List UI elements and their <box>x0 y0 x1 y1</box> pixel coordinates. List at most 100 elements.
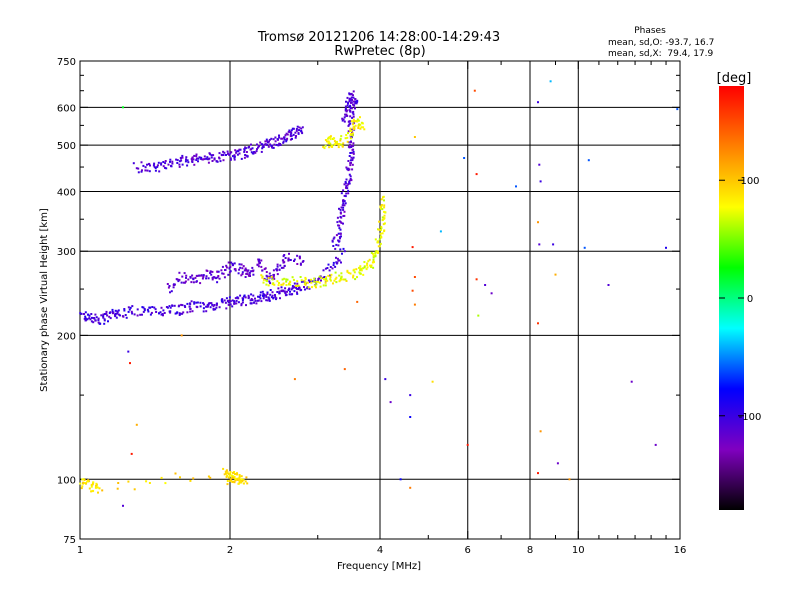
data-point <box>291 287 294 290</box>
data-point <box>294 131 297 134</box>
data-point <box>95 484 97 487</box>
data-point <box>215 304 218 307</box>
data-point <box>235 299 238 302</box>
data-point <box>240 263 243 266</box>
data-point <box>192 477 195 480</box>
data-point <box>213 304 216 306</box>
data-point <box>140 161 143 164</box>
data-point <box>227 152 230 155</box>
data-point <box>253 151 255 154</box>
data-point <box>352 276 354 279</box>
data-point <box>294 136 297 139</box>
data-point <box>243 156 246 159</box>
data-point <box>378 238 381 241</box>
data-point <box>273 277 276 280</box>
data-point <box>276 265 279 268</box>
data-point <box>288 293 291 296</box>
data-point <box>279 297 281 300</box>
data-point <box>88 487 91 490</box>
data-point <box>276 291 279 293</box>
data-point <box>331 146 334 148</box>
data-point <box>81 478 84 481</box>
data-point <box>193 163 196 166</box>
data-point <box>306 287 309 290</box>
data-point <box>241 267 244 270</box>
data-point <box>259 141 262 144</box>
data-point <box>289 135 292 138</box>
data-point <box>362 267 365 270</box>
data-point <box>229 300 232 303</box>
data-point <box>238 268 241 271</box>
data-point <box>349 115 352 118</box>
data-point <box>351 159 354 162</box>
data-point <box>203 158 206 161</box>
data-point <box>282 266 285 269</box>
data-point <box>191 310 194 313</box>
data-point <box>296 282 299 285</box>
data-point <box>240 274 243 277</box>
data-point <box>161 313 164 315</box>
data-point <box>291 127 294 130</box>
data-point <box>160 313 163 316</box>
data-point <box>338 224 341 227</box>
data-point <box>136 308 139 311</box>
data-point <box>218 157 221 160</box>
data-point <box>234 479 237 482</box>
data-point <box>245 476 248 479</box>
data-point <box>203 303 205 306</box>
data-point <box>222 154 225 156</box>
data-point <box>136 314 139 317</box>
data-point <box>185 156 188 159</box>
data-point <box>143 308 146 310</box>
data-point <box>183 272 186 275</box>
data-point <box>338 240 341 243</box>
data-point <box>339 139 342 142</box>
data-point <box>350 179 353 182</box>
data-point <box>348 120 351 123</box>
data-point <box>362 126 365 129</box>
noise-point <box>343 368 346 371</box>
data-point <box>188 305 191 308</box>
x-tick-label: 2 <box>227 545 233 556</box>
data-point <box>176 311 179 314</box>
data-point <box>347 271 350 274</box>
data-point <box>85 318 88 321</box>
data-point <box>192 281 195 284</box>
data-point <box>273 143 276 146</box>
data-point <box>360 126 363 129</box>
data-point <box>349 152 352 154</box>
data-point <box>330 273 333 276</box>
data-point <box>309 280 311 283</box>
data-point <box>119 314 121 317</box>
data-point <box>349 104 352 107</box>
data-point <box>179 476 181 479</box>
data-point <box>129 306 132 309</box>
data-point <box>349 175 352 178</box>
data-point <box>144 166 147 169</box>
data-point <box>329 274 332 277</box>
data-point <box>348 105 351 108</box>
data-point <box>156 164 159 167</box>
noise-point <box>411 246 414 249</box>
data-point <box>334 265 337 268</box>
data-point <box>226 150 229 153</box>
data-point <box>252 294 255 297</box>
data-point <box>341 117 344 120</box>
data-point <box>281 283 284 286</box>
data-point <box>116 487 119 490</box>
data-point <box>280 286 283 289</box>
noise-point <box>475 278 478 281</box>
data-point <box>181 156 184 159</box>
data-point <box>264 140 267 143</box>
data-point <box>122 315 125 318</box>
data-point <box>80 487 83 490</box>
data-point <box>250 298 253 300</box>
data-point <box>363 261 366 263</box>
data-point <box>354 107 356 110</box>
data-point <box>278 136 281 139</box>
data-point <box>221 272 224 275</box>
data-point <box>257 146 259 149</box>
data-point <box>379 232 382 235</box>
data-point <box>196 274 199 277</box>
data-point <box>246 155 249 158</box>
